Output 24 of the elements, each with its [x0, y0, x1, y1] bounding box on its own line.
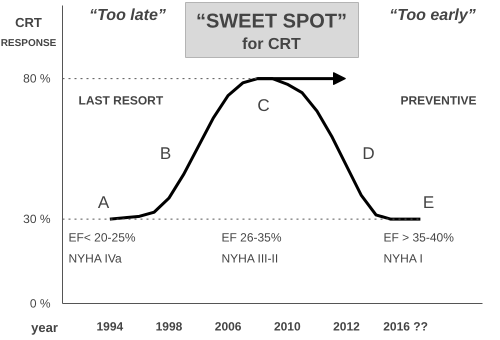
x-axis-title: year [31, 320, 58, 335]
x-tick-label: 2012 [333, 320, 360, 334]
annotation: E [422, 193, 434, 212]
annotation: B [160, 144, 172, 163]
x-tick-label: 1994 [96, 320, 124, 334]
x-tick-label: 2010 [274, 320, 301, 334]
annotation: C [257, 96, 270, 115]
x-tick-label: 2006 [214, 320, 242, 334]
annotation: D [362, 144, 375, 163]
annotation: LAST RESORT [78, 94, 164, 108]
text: “SWEET SPOT” for CRT [196, 10, 348, 53]
annotation: “Too late” [89, 7, 166, 24]
y-tick-label: 0 % [30, 296, 51, 310]
y-axis-title: CRT RESPONSE [0, 15, 57, 49]
annotation: PREVENTIVE [400, 94, 477, 108]
x-tick-label: 1998 [156, 320, 183, 334]
annotation: A [98, 193, 110, 212]
x-tick-label: 2016 ?? [383, 320, 428, 334]
annotation: EF > 35-40% NYHA I [384, 230, 454, 266]
annotation: “Too early” [389, 7, 476, 24]
y-tick-label: 80 % [23, 72, 51, 86]
annotation: EF< 20-25% NYHA IVa [68, 230, 136, 266]
annotation: EF 26-35% NYHA III-II [222, 230, 282, 266]
y-tick-label: 30 % [23, 212, 51, 226]
